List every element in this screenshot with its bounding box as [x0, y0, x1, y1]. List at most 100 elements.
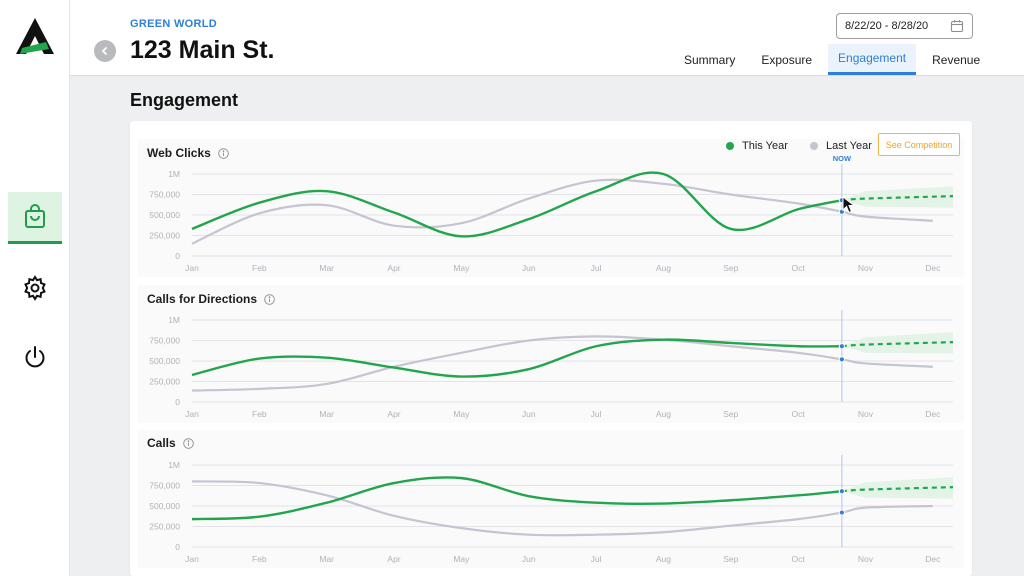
power-icon: [25, 346, 45, 368]
series-line-this-year: [191, 171, 843, 238]
x-tick-label: Sep: [723, 554, 738, 564]
y-tick-label: 0: [175, 542, 180, 552]
chart-title: Web Clicks: [147, 146, 211, 160]
x-tick-label: Jul: [591, 263, 602, 273]
x-tick-label: Jan: [185, 554, 199, 564]
x-tick-label: Dec: [925, 409, 941, 419]
legend-last-year: Last Year: [810, 140, 872, 152]
date-range-picker[interactable]: 8/22/20 - 8/28/20: [836, 13, 973, 39]
info-icon[interactable]: [218, 147, 229, 159]
x-tick-label: Oct: [791, 554, 805, 564]
now-marker-last-year: [838, 356, 845, 363]
x-tick-label: May: [453, 263, 470, 273]
y-tick-label: 500,000: [149, 356, 180, 366]
legend-label: This Year: [742, 140, 788, 152]
legend-dot: [810, 142, 818, 150]
series-line-this-year: [191, 338, 842, 378]
now-marker-this-year: [838, 488, 845, 495]
x-tick-label: Aug: [656, 263, 671, 273]
x-tick-label: Nov: [858, 409, 874, 419]
x-tick-label: Jan: [185, 409, 199, 419]
info-icon[interactable]: [264, 293, 275, 305]
chart-title: Calls: [147, 436, 176, 450]
legend-dot: [726, 142, 734, 150]
x-tick-label: Feb: [252, 554, 267, 564]
date-range-value: 8/22/20 - 8/28/20: [845, 20, 929, 32]
chart-3: 0 250,000 500,000 750,000 1M Jan Feb Mar Apr May J…: [138, 430, 964, 568]
x-tick-label: Feb: [252, 263, 267, 273]
x-tick-label: Aug: [656, 409, 671, 419]
chart-title-calls-for-directions: Calls for Directions: [147, 292, 275, 306]
x-tick-label: Mar: [319, 263, 334, 273]
now-label: NOW: [833, 154, 852, 163]
x-tick-label: May: [453, 409, 470, 419]
brand-logo: [16, 18, 54, 54]
y-tick-label: 500,000: [149, 210, 180, 220]
x-tick-label: Jun: [522, 554, 536, 564]
series-line-this-year: [191, 476, 842, 521]
y-tick-label: 250,000: [149, 522, 180, 532]
y-tick-label: 750,000: [149, 481, 180, 491]
sidebar: [0, 0, 70, 576]
y-tick-label: 750,000: [149, 336, 180, 346]
x-tick-label: Mar: [319, 409, 334, 419]
y-tick-label: 250,000: [149, 377, 180, 387]
x-tick-label: Apr: [387, 263, 400, 273]
info-icon[interactable]: [182, 437, 194, 449]
mouse-cursor-icon: [842, 196, 856, 214]
engagement-card: 0 250,000 500,000 750,000 1M Jan Feb Mar Apr May J…: [130, 121, 972, 576]
engagement-charts: 0 250,000 500,000 750,000 1M Jan Feb Mar Apr May J…: [138, 139, 964, 568]
section-title: Engagement: [130, 90, 239, 110]
y-tick-label: 0: [175, 251, 180, 261]
tab-summary[interactable]: Summary: [684, 52, 736, 67]
x-tick-label: Dec: [925, 554, 941, 564]
chart-panel-background: [138, 285, 964, 423]
calendar-icon: [950, 20, 964, 33]
sidebar-item-store[interactable]: [8, 192, 62, 244]
y-tick-label: 0: [175, 397, 180, 407]
y-tick-label: 1M: [168, 315, 180, 325]
x-tick-label: Dec: [925, 263, 941, 273]
x-tick-label: Sep: [723, 263, 738, 273]
x-tick-label: Jun: [522, 263, 536, 273]
x-tick-label: Apr: [387, 554, 400, 564]
chevron-left-icon: [101, 46, 108, 56]
shopping-bag-icon: [25, 203, 45, 228]
tab-revenue[interactable]: Revenue: [932, 52, 981, 67]
now-marker-last-year: [838, 509, 845, 516]
x-tick-label: Nov: [858, 263, 874, 273]
x-tick-label: Apr: [387, 409, 400, 419]
chart-2: 0 250,000 500,000 750,000 1M Jan Feb Mar Apr May J…: [138, 285, 964, 423]
y-tick-label: 750,000: [149, 190, 180, 200]
x-tick-label: Oct: [791, 409, 805, 419]
back-button[interactable]: [94, 40, 116, 62]
sidebar-item-settings[interactable]: [8, 262, 62, 314]
sidebar-item-logout[interactable]: [8, 331, 62, 383]
x-tick-label: Jun: [522, 409, 536, 419]
chart-title-web-clicks: Web Clicks: [147, 146, 229, 160]
x-tick-label: Jul: [591, 554, 602, 564]
legend-this-year: This Year: [726, 140, 788, 152]
x-tick-label: Feb: [252, 409, 267, 419]
y-tick-label: 250,000: [149, 231, 180, 241]
x-tick-label: Aug: [656, 554, 671, 564]
see-competition-button[interactable]: See Competition: [878, 133, 960, 156]
series-line-forecast: [841, 341, 954, 348]
y-tick-label: 500,000: [149, 501, 180, 511]
x-tick-label: Nov: [858, 554, 874, 564]
y-tick-label: 1M: [168, 169, 180, 179]
gear-icon: [24, 275, 46, 301]
tab-engagement[interactable]: Engagement: [828, 44, 917, 75]
now-marker-this-year: [838, 343, 845, 350]
x-tick-label: Mar: [319, 554, 334, 564]
x-tick-label: Jul: [591, 409, 602, 419]
header: GREEN WORLD 123 Main St. 8/22/20 - 8/28/…: [70, 0, 1024, 76]
x-tick-label: Sep: [723, 409, 738, 419]
chart-1: 0 250,000 500,000 750,000 1M Jan Feb Mar Apr May J…: [138, 139, 964, 277]
brand-name: GREEN WORLD: [130, 18, 218, 30]
chart-title: Calls for Directions: [147, 292, 258, 306]
legend-label: Last Year: [826, 140, 872, 152]
y-tick-label: 1M: [168, 460, 180, 470]
tab-exposure[interactable]: Exposure: [761, 52, 813, 67]
tab-bar: Summary Exposure Engagement Revenue: [674, 44, 996, 76]
